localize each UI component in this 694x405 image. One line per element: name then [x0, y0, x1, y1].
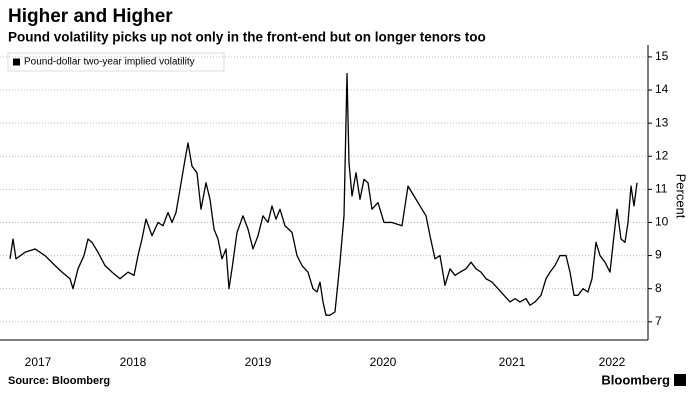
brand-logo: Bloomberg [601, 372, 670, 387]
x-tick-label: 2017 [25, 355, 52, 369]
source: Source: Bloomberg [8, 375, 110, 387]
chart-subtitle: Pound volatility picks up not only in th… [8, 30, 486, 45]
y-tick-label: 7 [655, 314, 662, 328]
y-tick-label: 11 [655, 182, 668, 196]
y-tick-label: 12 [655, 148, 669, 162]
legend-swatch [13, 58, 20, 66]
y-tick-label: 13 [655, 115, 669, 129]
x-tick-label: 2022 [599, 355, 626, 369]
data-line [9, 72, 638, 316]
x-tick-label: 2020 [370, 355, 397, 369]
x-tick-label: 2019 [245, 355, 272, 369]
y-tick-label: 10 [655, 215, 669, 229]
legend-label: Pound-dollar two-year implied volatility [24, 57, 195, 68]
chart-title: Higher and Higher [8, 6, 173, 27]
legend-box [7, 52, 225, 72]
y-tick-label: 14 [655, 82, 669, 96]
y-tick-label: 15 [655, 49, 669, 63]
brand-icon [674, 374, 686, 386]
y-tick-label: 8 [655, 281, 662, 295]
y-tick-label: 9 [655, 248, 662, 262]
x-tick-label: 2018 [120, 355, 147, 369]
x-tick-label: 2021 [499, 355, 526, 369]
y-axis-label: Percent [674, 174, 689, 219]
